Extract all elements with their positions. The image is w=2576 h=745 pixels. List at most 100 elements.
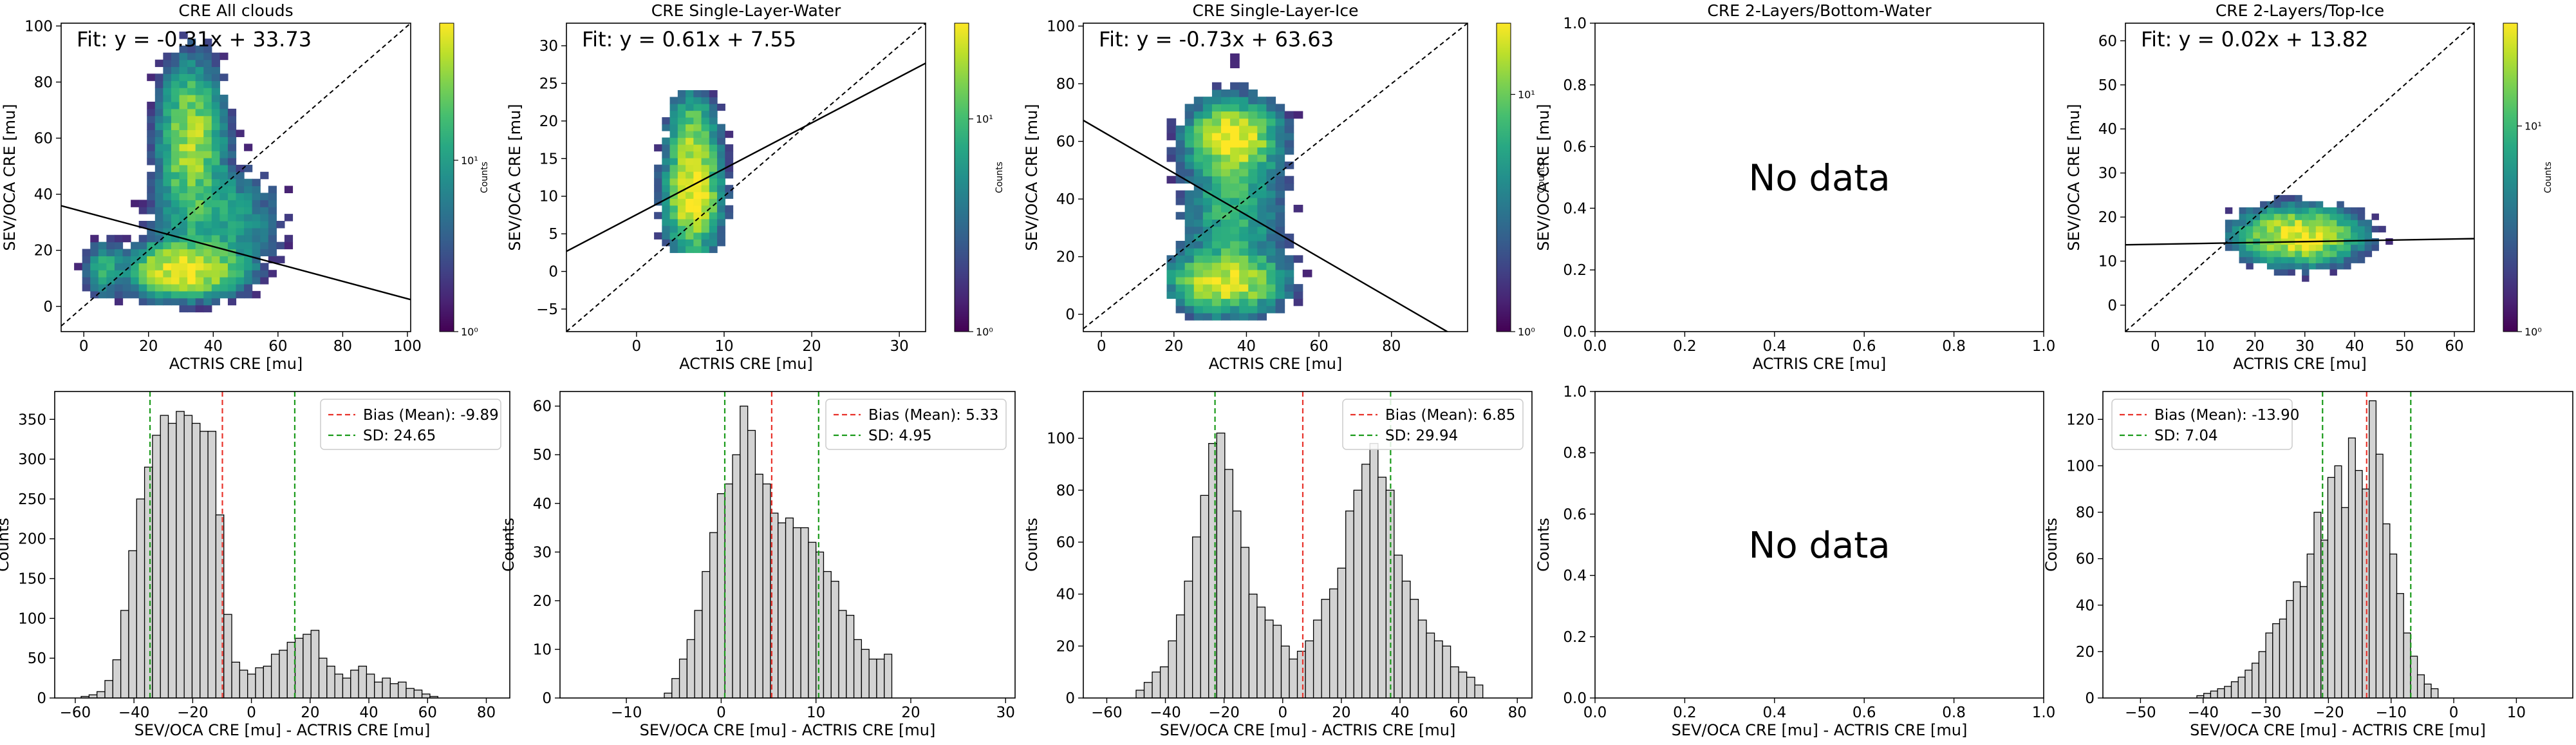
heatmap-cell (677, 178, 686, 185)
x-tick-label: 0.4 (1763, 704, 1787, 721)
heatmap-cell (1284, 240, 1294, 249)
heatmap-cell (1257, 161, 1267, 169)
x-axis-label: ACTRIS CRE [mu] (2233, 355, 2367, 373)
heatmap-cell (1257, 111, 1267, 119)
heatmap-cell (179, 59, 188, 68)
heatmap-cell (709, 110, 718, 118)
heatmap-cell (1239, 183, 1249, 191)
heatmap-cell (2239, 256, 2246, 263)
histogram-bar (816, 551, 825, 698)
heatmap-cell (725, 151, 734, 158)
heatmap-cell (1175, 161, 1186, 169)
heatmap-cell (1193, 305, 1204, 314)
heatmap-cell (709, 164, 718, 172)
histogram-bar (1401, 580, 1411, 698)
heatmap-cell (2308, 250, 2317, 258)
y-tick-label: 10 (533, 641, 552, 658)
heatmap-cell (1221, 118, 1231, 126)
heatmap-cell (2308, 201, 2317, 208)
heatmap-cell (2246, 250, 2254, 258)
no-data-label: No data (1748, 525, 1890, 567)
heatmap-cell (1193, 190, 1204, 198)
heatmap-cell (2302, 263, 2310, 270)
heatmap-cell (686, 117, 694, 125)
heatmap-cell (268, 193, 277, 200)
heatmap-cell (1239, 176, 1249, 184)
heatmap-cell (1248, 212, 1258, 220)
heatmap-cell (1221, 248, 1231, 256)
heatmap-cell (244, 234, 253, 243)
heatmap-cell (244, 241, 253, 250)
heatmap-cell (219, 207, 229, 214)
heatmap-cell (163, 283, 172, 292)
heatmap-cell (1221, 197, 1231, 205)
heatmap-cell (1257, 118, 1267, 126)
heatmap-cell (1230, 97, 1240, 104)
histogram-bar (342, 677, 351, 698)
heatmap-cell (2315, 256, 2324, 263)
heatmap-cell (227, 158, 237, 165)
plot-area (1135, 391, 1484, 698)
heatmap-cell (1275, 197, 1285, 205)
heatmap-cell (1184, 291, 1195, 299)
histogram-bar (2252, 663, 2260, 698)
heatmap-cell (195, 66, 204, 74)
heatmap-cell (2329, 269, 2337, 276)
heatmap-cell (203, 256, 212, 263)
heatmap-cell (2288, 220, 2295, 227)
heatmap-cell (1239, 133, 1249, 140)
histogram-bar (702, 571, 711, 698)
heatmap-cell (1221, 97, 1231, 104)
heatmap-cell (1184, 140, 1195, 148)
histogram-bar (334, 674, 344, 698)
heatmap-cell (2253, 256, 2261, 263)
heatmap-cell (1293, 111, 1303, 119)
heatmap-cell (1202, 183, 1213, 191)
heatmap-cell (82, 283, 91, 292)
heatmap-cell (147, 283, 156, 292)
heatmap-cell (1221, 226, 1231, 234)
legend-bias-label: Bias (Mean): -9.89 (363, 407, 499, 424)
heatmap-cell (2246, 232, 2254, 239)
heatmap-cell (1275, 133, 1285, 140)
heatmap-cell (122, 234, 131, 243)
histogram-bar (2286, 599, 2294, 698)
x-tick-label: 0 (79, 338, 89, 355)
heatmap-cell (701, 104, 710, 111)
heatmap-cell (203, 122, 212, 131)
heatmap-cell (709, 104, 718, 111)
heatmap-cell (252, 277, 261, 285)
heatmap-cell (179, 263, 188, 270)
y-tick-label: 100 (1047, 431, 1075, 448)
heatmap-cell (1202, 240, 1213, 249)
heatmap-cell (717, 198, 725, 206)
histogram-bar (1321, 599, 1330, 698)
heatmap-cell (1248, 161, 1258, 169)
heatmap-cell (147, 234, 156, 243)
heatmap-cell (669, 158, 678, 165)
heatmap-cell (1166, 118, 1177, 126)
heatmap-cell (725, 144, 734, 152)
heatmap-cell (709, 97, 718, 104)
heatmap-cell (211, 59, 220, 68)
heatmap-cell (163, 158, 172, 165)
heatmap-cell (2364, 244, 2373, 251)
histogram-bar (2423, 683, 2432, 698)
x-tick-label: 50 (2395, 338, 2414, 355)
heatmap-cell (2260, 207, 2268, 214)
histogram-bar (358, 665, 368, 698)
heatmap-cell (1193, 140, 1204, 148)
heatmap-cell (114, 290, 124, 299)
heatmap-cell (179, 171, 188, 180)
heatmap-cell (701, 131, 710, 138)
heatmap-cell (154, 263, 163, 270)
heatmap-cell (252, 214, 261, 222)
heatmap-cell (114, 270, 124, 278)
heatmap-cell (677, 104, 686, 111)
heatmap-cell (725, 191, 734, 199)
heatmap-cell (244, 290, 253, 299)
legend-box (1342, 399, 1524, 450)
heatmap-cell (725, 185, 734, 193)
heatmap-cell (219, 227, 229, 236)
